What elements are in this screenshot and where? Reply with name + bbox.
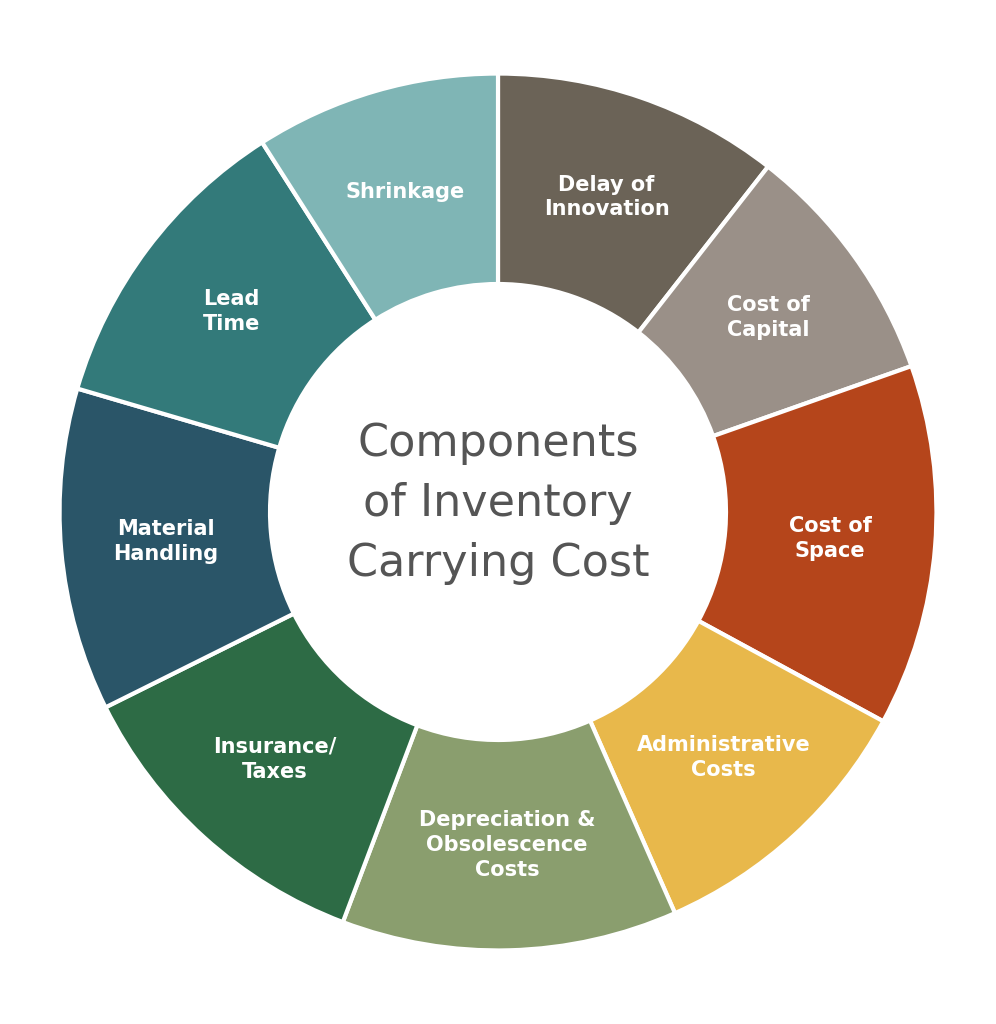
Wedge shape <box>698 367 936 721</box>
Wedge shape <box>106 613 417 922</box>
Text: Administrative
Costs: Administrative Costs <box>636 734 811 779</box>
Text: Delay of
Innovation: Delay of Innovation <box>544 174 669 219</box>
Wedge shape <box>590 621 883 913</box>
Wedge shape <box>343 721 675 950</box>
Text: Material
Handling: Material Handling <box>114 519 219 564</box>
Wedge shape <box>78 142 375 447</box>
Text: Cost of
Capital: Cost of Capital <box>727 295 810 340</box>
Wedge shape <box>262 74 498 319</box>
Text: Cost of
Space: Cost of Space <box>789 516 872 561</box>
Text: Shrinkage: Shrinkage <box>345 182 464 202</box>
Wedge shape <box>638 167 911 436</box>
Wedge shape <box>498 74 768 333</box>
Text: Lead
Time: Lead Time <box>203 290 260 334</box>
Text: Components
of Inventory
Carrying Cost: Components of Inventory Carrying Cost <box>347 422 649 585</box>
Text: Insurance/
Taxes: Insurance/ Taxes <box>213 736 337 781</box>
Circle shape <box>272 286 724 738</box>
Text: Depreciation &
Obsolescence
Costs: Depreciation & Obsolescence Costs <box>418 810 596 880</box>
Wedge shape <box>60 388 294 708</box>
